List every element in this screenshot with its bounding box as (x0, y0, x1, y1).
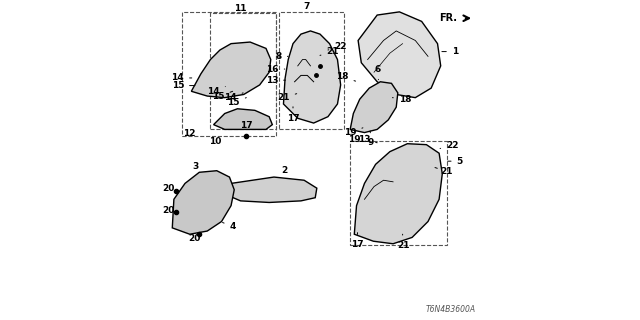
Text: 18: 18 (392, 95, 412, 104)
Text: 18: 18 (336, 73, 356, 82)
Text: 10: 10 (209, 137, 221, 146)
Text: 1: 1 (442, 47, 458, 56)
Text: FR.: FR. (439, 13, 457, 23)
Text: 16: 16 (266, 65, 285, 74)
Text: 21: 21 (435, 167, 452, 176)
Text: 15: 15 (227, 98, 246, 107)
Text: 14: 14 (224, 93, 243, 102)
Text: 17: 17 (240, 121, 253, 130)
Text: 15: 15 (172, 81, 195, 90)
Polygon shape (172, 171, 234, 234)
Text: 17: 17 (287, 107, 300, 123)
Text: 13: 13 (358, 135, 377, 144)
Text: 11: 11 (234, 4, 246, 12)
Text: 4: 4 (223, 222, 236, 231)
Text: 9: 9 (367, 131, 374, 147)
Text: T6N4B3600A: T6N4B3600A (426, 305, 476, 314)
Text: 15: 15 (212, 91, 233, 101)
Text: 7: 7 (303, 2, 310, 11)
Polygon shape (350, 82, 398, 132)
Polygon shape (230, 177, 317, 203)
Text: 22: 22 (440, 141, 459, 150)
Polygon shape (191, 42, 271, 98)
Text: 21: 21 (397, 234, 410, 250)
Text: 3: 3 (193, 162, 198, 171)
Text: 22: 22 (328, 42, 347, 51)
Text: 19: 19 (344, 128, 363, 137)
Text: 20: 20 (188, 235, 201, 244)
Polygon shape (358, 12, 441, 98)
Text: 13: 13 (266, 76, 285, 85)
Polygon shape (355, 144, 442, 244)
Polygon shape (214, 109, 273, 129)
Text: 8: 8 (276, 52, 288, 61)
Text: 2: 2 (282, 166, 287, 175)
Text: 20: 20 (162, 184, 174, 193)
Text: 20: 20 (162, 206, 174, 215)
Text: 12: 12 (184, 129, 196, 139)
Text: 14: 14 (172, 74, 192, 83)
Text: 17: 17 (351, 233, 364, 249)
Polygon shape (284, 31, 340, 123)
Text: 19: 19 (348, 135, 367, 144)
Text: 6: 6 (374, 65, 380, 80)
Text: 21: 21 (320, 47, 339, 56)
Text: 5: 5 (447, 157, 463, 166)
Text: 14: 14 (207, 87, 225, 96)
Text: 21: 21 (277, 93, 297, 102)
